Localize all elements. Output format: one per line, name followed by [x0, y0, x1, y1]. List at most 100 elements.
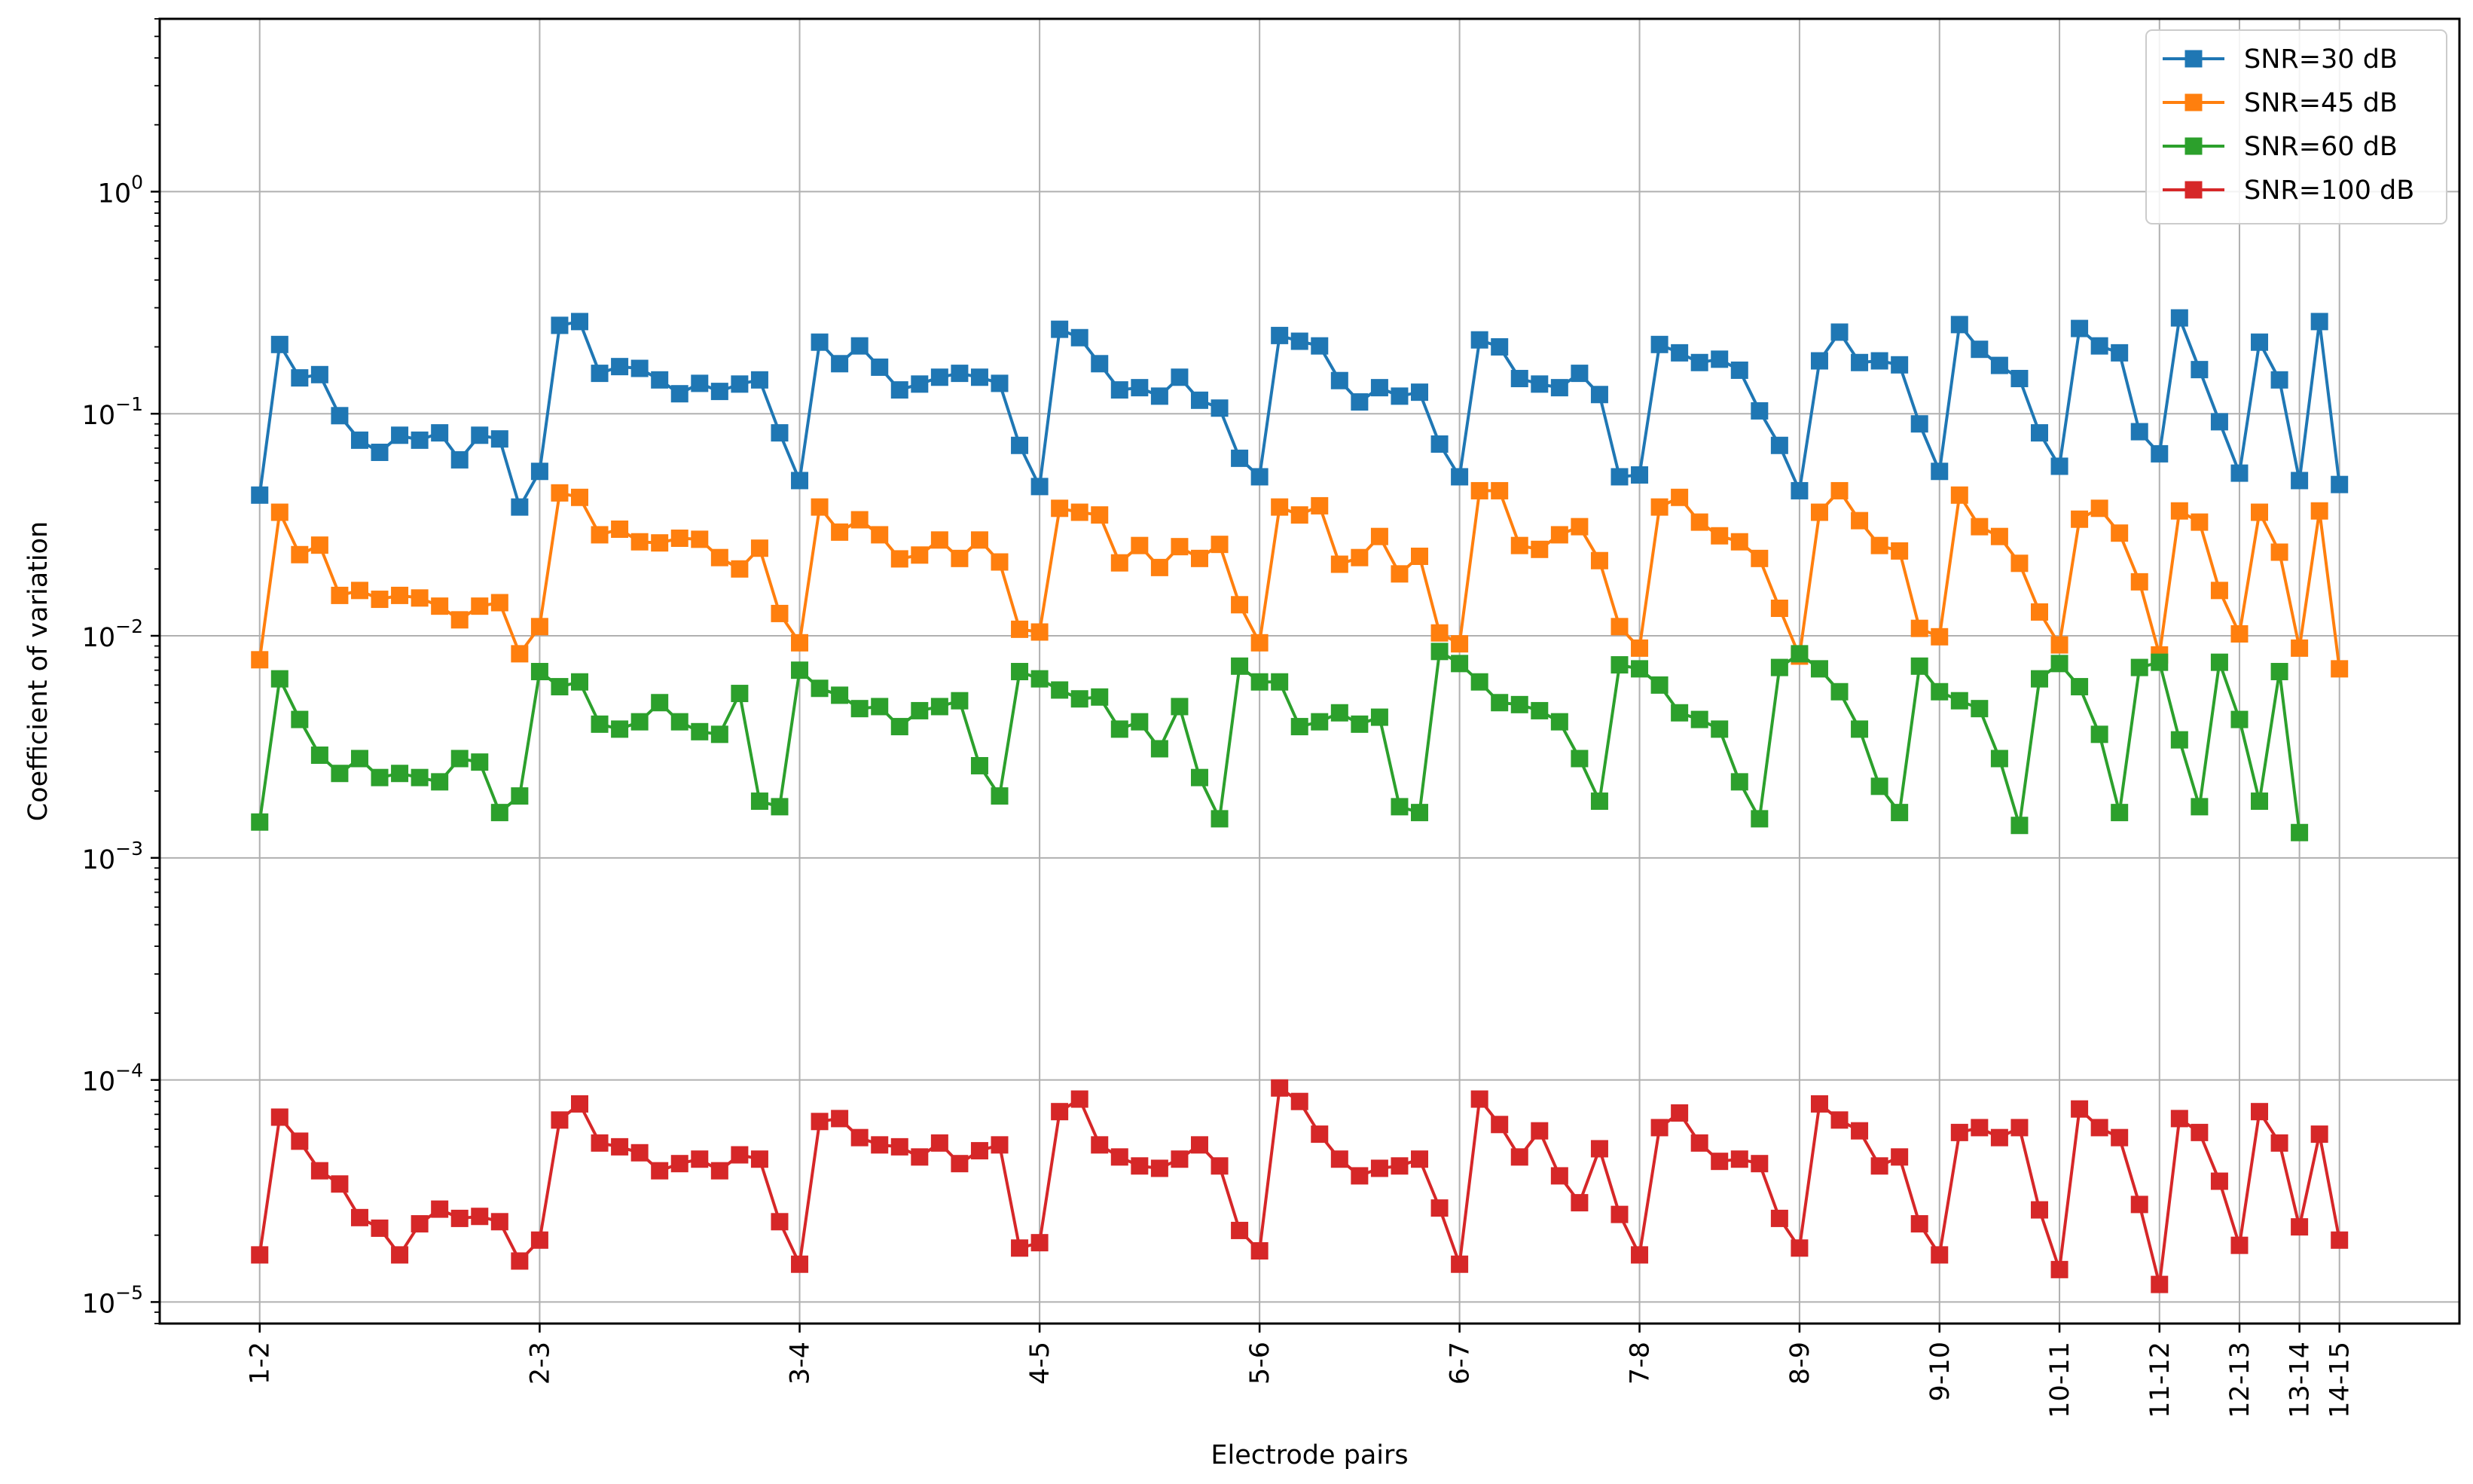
- data-point: [310, 1162, 328, 1180]
- data-point: [1430, 643, 1449, 661]
- data-point: [1430, 624, 1449, 642]
- data-point: [371, 443, 389, 461]
- data-point: [350, 1208, 368, 1226]
- data-point: [1451, 1255, 1469, 1273]
- data-point: [850, 337, 869, 355]
- x-tick-label: 6-7: [1446, 1342, 1476, 1385]
- data-point: [1571, 365, 1589, 383]
- data-point: [1190, 549, 1208, 567]
- data-point: [1430, 1199, 1449, 1217]
- x-axis: 1-2 2-3 3-4 4-5 5-6 6-7 7-8 8-9 9-10 10-11 11-12 12…: [246, 1324, 2355, 1418]
- data-point: [1891, 804, 1909, 822]
- data-point: [1311, 713, 1329, 731]
- data-point: [850, 700, 869, 718]
- data-point: [2071, 678, 2089, 696]
- data-point: [2090, 725, 2108, 744]
- data-point: [2210, 653, 2228, 671]
- data-point: [1070, 1090, 1088, 1108]
- data-point: [951, 692, 969, 710]
- data-point: [1491, 1116, 1509, 1134]
- data-point: [1091, 688, 1109, 706]
- data-point: [1571, 750, 1589, 768]
- data-point: [1250, 634, 1269, 652]
- data-point: [310, 365, 328, 383]
- data-point: [651, 1162, 669, 1180]
- data-point: [1290, 1092, 1308, 1110]
- data-point: [750, 371, 768, 389]
- data-point: [1590, 792, 1608, 811]
- x-tick-label: 3-4: [786, 1342, 816, 1385]
- data-point: [1011, 663, 1029, 681]
- data-point: [1631, 466, 1649, 484]
- data-point: [270, 1108, 289, 1126]
- data-point: [1631, 639, 1649, 657]
- data-point: [2111, 1128, 2129, 1147]
- data-point: [1690, 710, 1708, 728]
- data-point: [710, 725, 728, 744]
- legend: SNR=30 dB SNR=45 dB SNR=60 dB SNR=100 dB: [2145, 29, 2447, 224]
- data-point: [2170, 731, 2188, 749]
- x-tick-label: 8-9: [1785, 1342, 1815, 1385]
- data-point: [1451, 468, 1469, 486]
- data-point: [1810, 503, 1828, 521]
- data-point: [1711, 350, 1729, 368]
- data-point: [2291, 472, 2309, 490]
- data-point: [1931, 682, 1949, 701]
- data-point: [890, 1137, 908, 1156]
- data-point: [1990, 750, 2008, 768]
- data-point: [1891, 1148, 1909, 1166]
- data-point: [1590, 551, 1608, 569]
- data-point: [1091, 1136, 1109, 1154]
- data-point: [551, 678, 569, 696]
- data-point: [2030, 424, 2048, 442]
- legend-item: SNR=30 dB: [2163, 44, 2398, 75]
- data-point: [391, 426, 409, 444]
- data-point: [2310, 313, 2328, 331]
- data-point: [350, 582, 368, 600]
- data-point: [251, 486, 269, 504]
- data-point: [1290, 718, 1308, 736]
- legend-marker: [2184, 50, 2203, 68]
- data-point: [991, 374, 1009, 392]
- data-point: [471, 597, 489, 615]
- x-tick-label: 2-3: [525, 1342, 555, 1385]
- data-point: [1491, 481, 1509, 499]
- data-point: [1971, 1119, 1989, 1137]
- data-point: [530, 663, 548, 681]
- data-point: [611, 521, 629, 539]
- data-point: [2251, 333, 2269, 351]
- data-point: [2170, 309, 2188, 327]
- data-point: [251, 651, 269, 669]
- data-point: [1590, 386, 1608, 404]
- data-point: [2310, 1125, 2328, 1144]
- data-point: [1311, 337, 1329, 355]
- data-point: [571, 488, 589, 506]
- data-point: [970, 531, 988, 549]
- data-point: [2050, 655, 2068, 673]
- data-point: [1550, 526, 1568, 544]
- data-point: [1830, 481, 1849, 499]
- data-point: [1931, 627, 1949, 646]
- y-tick-exponent: −3: [115, 838, 143, 860]
- data-point: [1870, 536, 1888, 554]
- data-point: [1231, 596, 1249, 614]
- data-point: [310, 747, 328, 765]
- data-point: [2230, 464, 2249, 482]
- data-point: [1891, 356, 1909, 374]
- data-point: [411, 589, 429, 607]
- data-point: [1711, 720, 1729, 738]
- legend-marker: [2184, 181, 2203, 199]
- data-point: [1611, 618, 1629, 636]
- data-point: [1491, 694, 1509, 712]
- data-point: [871, 358, 889, 376]
- data-point: [2310, 502, 2328, 520]
- data-point: [691, 530, 709, 548]
- data-point: [331, 586, 349, 604]
- data-point: [2291, 639, 2309, 657]
- data-point: [930, 698, 948, 716]
- data-point: [350, 750, 368, 768]
- data-point: [450, 1209, 469, 1227]
- data-point: [2151, 653, 2169, 671]
- data-point: [411, 768, 429, 786]
- y-tick-exponent: 0: [131, 171, 143, 193]
